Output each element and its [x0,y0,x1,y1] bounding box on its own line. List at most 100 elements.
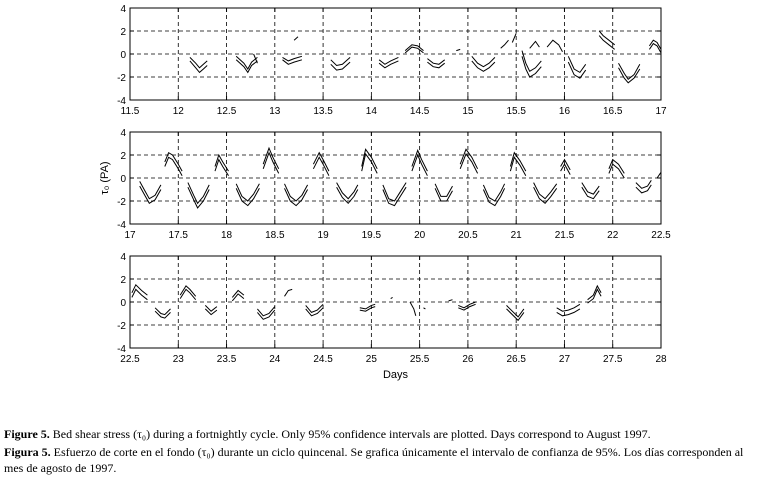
series-line [231,289,245,298]
y-tick-label: -4 [117,220,126,231]
x-tick-label: 26.5 [506,354,526,365]
series-line [411,153,428,176]
series-line [404,44,424,51]
series-line [235,188,260,207]
series-line [284,288,293,297]
panel-3: 4 2 0 -2 -422.5 23 23.5 24 24.5 25 25.5 26 26.5 27 27.… [117,252,667,365]
x-tick-label: 22 [607,230,619,241]
series-line [581,186,600,200]
series-line [546,39,563,52]
series-line [648,39,662,50]
x-tick-label: 14.5 [410,106,430,117]
x-tick-label: 24 [269,354,281,365]
series-line [253,53,258,64]
series-line [509,151,527,172]
x-tick-label: 12.5 [217,106,237,117]
x-tick-label: 25.5 [410,354,430,365]
x-tick-label: 27.5 [603,354,623,365]
x-tick-label: 24.5 [313,354,333,365]
x-tick-label: 27 [559,354,571,365]
series-line [131,283,148,296]
y-tick-label: 0 [120,50,126,61]
series-line [529,40,540,49]
caption-spanish-label: Figura 5. [4,445,51,459]
x-tick-label: 15.5 [506,106,526,117]
series-line [560,163,571,175]
series-line [608,158,625,174]
series-line [506,305,525,318]
series-line [434,183,453,197]
panel-2: 420-2-417 17.5 18 18.5 19 19.5 20 20.5 21 21.5 22 2… [117,128,671,241]
y-tick-label: 2 [120,151,126,162]
axes-frame [129,255,662,349]
series-line [618,67,641,84]
series-line [500,39,509,49]
series-line [312,156,330,176]
y-tick-label: 2 [120,27,126,38]
series-line [382,186,407,207]
series-line [506,308,525,322]
series-line [567,61,587,79]
caption-spanish: Figura 5. Esfuerzo de corte en el fondo … [4,444,754,476]
caption-spanish-text: Esfuerzo de corte en el fondo (τ₀) duran… [4,445,744,475]
caption-english-text: Bed shear stress (τ₀) during a fortnight… [49,427,651,441]
series-line [648,42,662,54]
series-line [293,36,299,41]
series-line [635,180,652,189]
series-line [361,148,378,170]
x-tick-label: 18.5 [265,230,285,241]
x-tick-label: 18 [221,230,233,241]
x-tick-label: 16 [559,106,571,117]
series-line [359,306,376,312]
x-tick-label: 21 [511,230,523,241]
series-line [214,158,229,176]
series-line [471,60,496,72]
caption-english: Figure 5. Bed shear stress (τ₀) during a… [4,426,754,442]
x-tick-label: 16.5 [603,106,623,117]
series-line [284,183,309,202]
series-line [235,55,258,70]
series-line [139,181,162,200]
series-line [336,182,359,200]
series-line [471,55,496,68]
panel-1: 4 2 0 -2 -411.5 12 12.5 13 13.5 14 14.5 15 15.5 16 16.… [117,4,667,117]
series-line [154,307,171,316]
series-line [305,307,324,317]
series-line [164,156,183,176]
series-line [257,306,276,317]
series-line [656,172,662,179]
x-tick-label: 20 [414,230,426,241]
x-tick-label: 17 [124,230,136,241]
x-tick-label: 14 [366,106,378,117]
x-tick-label: 19 [318,230,330,241]
x-tick-label: 12 [173,106,185,117]
y-tick-label: -2 [117,197,126,208]
axes-frame [129,7,662,101]
series-line [305,303,324,313]
series-line [189,60,208,74]
y-tick-label: 0 [120,174,126,185]
series-line [131,288,148,301]
series-line [509,156,527,176]
series-line [404,46,424,54]
series-line [458,301,476,309]
x-tick-label: 26 [462,354,474,365]
series-line [189,57,208,69]
series-line [312,151,330,172]
x-tick-label: 15 [462,106,474,117]
series-line [231,293,245,302]
series-line [336,186,359,205]
y-tick-label: 4 [120,128,126,139]
series-line [521,56,542,78]
series-line [560,158,571,171]
series-line [448,299,453,302]
series-line [434,188,453,202]
series-line [567,56,587,74]
series-line [459,152,479,174]
series-line [521,50,542,73]
series-line [382,182,407,202]
series-line [284,188,309,207]
series-line [556,303,581,312]
series-line [282,59,303,65]
y-tick-label: 2 [120,275,126,286]
